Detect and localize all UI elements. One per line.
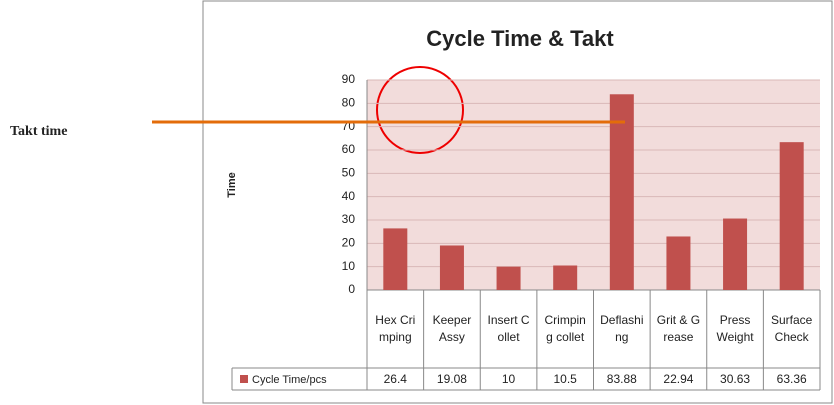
y-tick-label: 60 bbox=[342, 142, 356, 156]
y-tick-label: 20 bbox=[342, 236, 356, 250]
bar bbox=[439, 245, 464, 290]
table-value: 10.5 bbox=[554, 372, 578, 386]
bar bbox=[553, 265, 578, 290]
x-tick-label: Keeper Assy bbox=[432, 313, 472, 344]
bar bbox=[383, 228, 408, 290]
table-value: 30.63 bbox=[720, 372, 750, 386]
table-value: 26.4 bbox=[384, 372, 408, 386]
bar bbox=[496, 266, 521, 290]
table-value: 83.88 bbox=[607, 372, 637, 386]
y-axis-label: Time bbox=[226, 172, 238, 197]
table-value: 22.94 bbox=[663, 372, 693, 386]
legend-swatch bbox=[240, 375, 248, 383]
x-tick-label: Surface Check bbox=[771, 313, 813, 344]
y-tick-label: 0 bbox=[348, 282, 355, 296]
legend-label: Cycle Time/pcs bbox=[252, 374, 327, 386]
y-tick-label: 40 bbox=[342, 189, 356, 203]
y-tick-label: 10 bbox=[342, 259, 356, 273]
x-tick-label: Crimping collet bbox=[544, 313, 586, 344]
y-tick-label: 50 bbox=[342, 166, 356, 180]
bar bbox=[779, 142, 804, 290]
y-tick-label: 30 bbox=[342, 212, 356, 226]
highlight-circle bbox=[376, 66, 464, 154]
bar bbox=[609, 94, 634, 290]
x-tick-label: Insert Collet bbox=[487, 313, 530, 344]
x-tick-label: Press Weight bbox=[716, 313, 754, 344]
plot-area bbox=[367, 80, 820, 290]
y-tick-label: 80 bbox=[342, 96, 356, 110]
x-tick-label: Grit & Grease bbox=[656, 313, 701, 344]
y-tick-label: 90 bbox=[342, 72, 356, 86]
bar bbox=[666, 236, 691, 290]
table-value: 63.36 bbox=[777, 372, 807, 386]
chart-title: Cycle Time & Takt bbox=[426, 26, 614, 51]
x-tick-label: Deflashing bbox=[600, 313, 644, 344]
takt-label: Takt time bbox=[10, 124, 67, 139]
bar bbox=[723, 218, 748, 290]
x-tick-label: Hex Crimping bbox=[375, 313, 416, 344]
table-value: 10 bbox=[502, 372, 516, 386]
table-value: 19.08 bbox=[437, 372, 467, 386]
